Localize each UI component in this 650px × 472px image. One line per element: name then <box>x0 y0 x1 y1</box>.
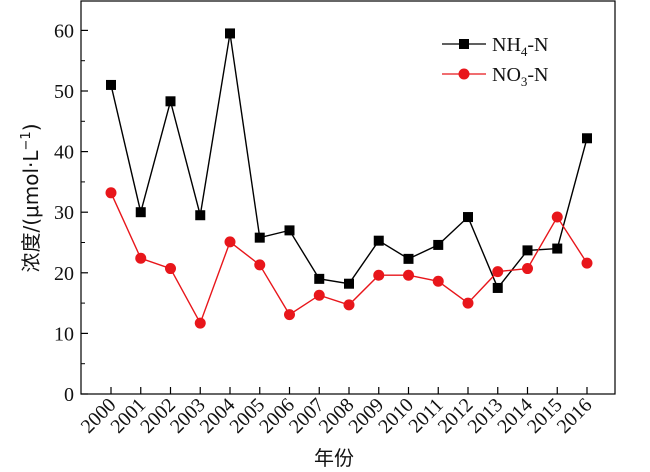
legend-marker-nh4 <box>459 39 469 49</box>
legend-marker-no3 <box>458 68 470 80</box>
data-point-nh4-2011 <box>433 239 444 250</box>
y-tick-label-60: 60 <box>54 20 74 42</box>
data-point-no3-2004 <box>224 236 236 248</box>
legend: NH4-N NO3-N <box>442 34 549 89</box>
data-point-no3-2008 <box>343 299 355 311</box>
series-layer <box>105 28 593 329</box>
data-point-nh4-2007 <box>314 273 325 284</box>
data-point-no3-2009 <box>373 269 385 281</box>
data-point-nh4-2008 <box>344 278 354 289</box>
data-point-no3-2003 <box>194 317 206 329</box>
data-point-nh4-2014 <box>522 245 533 256</box>
data-point-nh4-2015 <box>552 243 563 254</box>
legend-item-nh4: NH4-N <box>442 34 549 59</box>
data-point-nh4-2005 <box>254 232 265 243</box>
data-point-nh4-2006 <box>284 225 295 236</box>
legend-label-no3: NO3-N <box>492 64 549 89</box>
data-point-no3-2005 <box>254 259 266 271</box>
x-axis-title: 年份 <box>314 446 354 470</box>
data-point-no3-2013 <box>492 266 504 278</box>
y-tick-label-10: 10 <box>54 323 74 345</box>
data-point-no3-2000 <box>105 187 117 199</box>
data-point-no3-2011 <box>432 275 444 287</box>
data-point-no3-2014 <box>522 263 533 275</box>
data-point-nh4-2003 <box>195 210 206 221</box>
y-tick-label-20: 20 <box>54 263 74 285</box>
legend-item-no3: NO3-N <box>442 64 549 89</box>
y-tick-label-0: 0 <box>64 384 74 406</box>
data-point-nh4-2016 <box>582 133 592 144</box>
data-point-no3-2006 <box>284 309 295 321</box>
data-point-nh4-2012 <box>463 212 473 223</box>
data-point-no3-2010 <box>403 269 414 281</box>
data-point-nh4-2001 <box>135 207 146 218</box>
data-point-nh4-2009 <box>373 235 384 246</box>
data-point-no3-2007 <box>313 289 325 301</box>
legend-label-nh4: NH4-N <box>492 34 549 59</box>
data-point-nh4-2010 <box>403 253 414 264</box>
data-point-nh4-2004 <box>225 28 235 39</box>
data-point-nh4-2002 <box>165 96 176 107</box>
data-point-no3-2002 <box>165 263 176 275</box>
series-no3 <box>105 187 593 329</box>
data-point-no3-2001 <box>135 252 147 264</box>
data-point-nh4-2013 <box>492 282 503 293</box>
series-nh4 <box>106 28 592 293</box>
y-tick-label-40: 40 <box>54 142 74 164</box>
data-point-no3-2012 <box>462 297 474 309</box>
data-point-no3-2016 <box>581 257 593 269</box>
data-point-no3-2015 <box>551 211 563 223</box>
y-tick-label-50: 50 <box>54 81 74 103</box>
x-tick-label-2016: 2016 <box>553 394 597 438</box>
y-axis-title: 浓度/(μmol·L−1) <box>19 123 43 272</box>
plot-frame <box>80 0 616 395</box>
y-tick-label-30: 30 <box>54 202 74 224</box>
data-point-nh4-2000 <box>106 79 116 90</box>
